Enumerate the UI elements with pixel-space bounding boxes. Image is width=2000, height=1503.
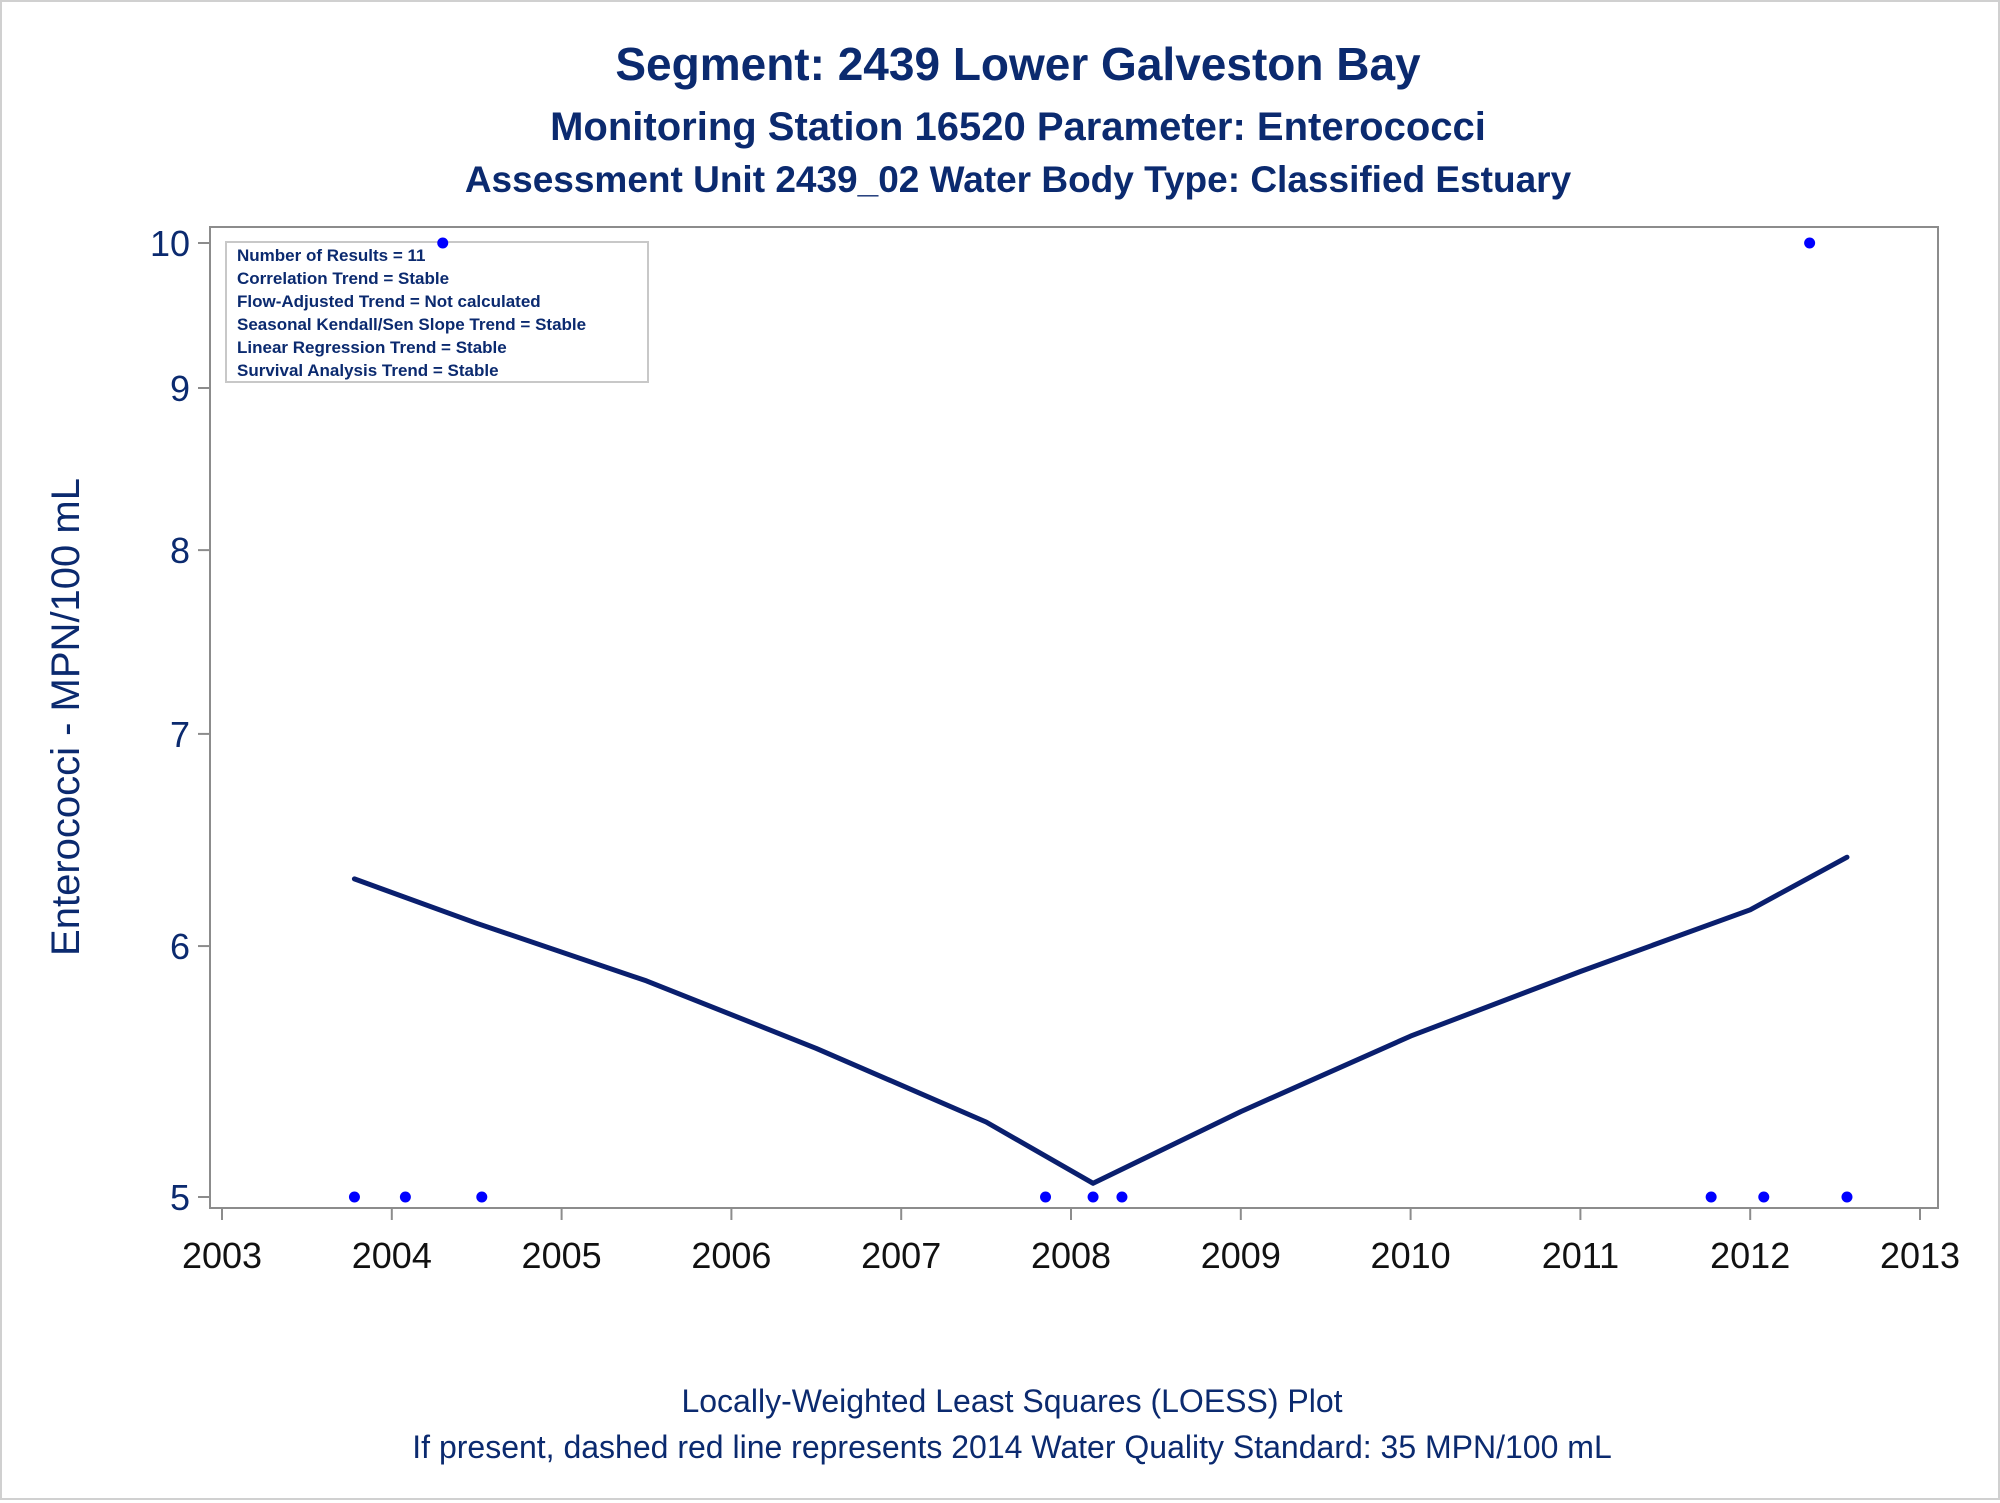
chart-title: Segment: 2439 Lower Galveston Bay	[615, 38, 1421, 90]
stats-line-survival: Survival Analysis Trend = Stable	[237, 361, 499, 380]
x-tick-label: 2009	[1201, 1235, 1281, 1276]
stats-line-correlation: Correlation Trend = Stable	[237, 269, 449, 288]
data-point	[348, 1191, 360, 1203]
stats-legend-box: Number of Results = 11 Correlation Trend…	[225, 241, 649, 383]
stats-line-linear-regression: Linear Regression Trend = Stable	[237, 338, 507, 357]
stats-line-seasonal-kendall: Seasonal Kendall/Sen Slope Trend = Stabl…	[237, 315, 586, 334]
x-tick-label: 2011	[1542, 1235, 1619, 1276]
stats-line-flow-adjusted: Flow-Adjusted Trend = Not calculated	[237, 292, 541, 311]
y-tick-label: 8	[170, 530, 190, 571]
x-tick-label: 2010	[1371, 1235, 1451, 1276]
data-point	[1040, 1191, 1052, 1203]
x-tick-label: 2006	[691, 1235, 771, 1276]
x-tick-label: 2003	[182, 1235, 262, 1276]
footnote: Locally-Weighted Least Squares (LOESS) P…	[681, 1383, 1342, 1419]
x-axis: 2003 2004 2005 2006 2007 2008 2009 2010 2011 2012…	[182, 1208, 1960, 1276]
data-point	[476, 1191, 488, 1203]
data-point	[437, 237, 449, 249]
data-point	[399, 1191, 411, 1203]
data-point	[1841, 1191, 1853, 1203]
x-tick-label: 2004	[352, 1235, 432, 1276]
data-point	[1705, 1191, 1717, 1203]
footnote-2: If present, dashed red line represents 2…	[412, 1429, 1611, 1465]
x-tick-label: 2008	[1031, 1235, 1111, 1276]
y-tick-label: 6	[170, 926, 190, 967]
data-point	[1087, 1191, 1099, 1203]
chart-subtitle-2: Assessment Unit 2439_02 Water Body Type:…	[465, 159, 1572, 200]
x-tick-label: 2005	[522, 1235, 602, 1276]
data-point	[1758, 1191, 1770, 1203]
x-tick-label: 2007	[861, 1235, 941, 1276]
x-tick-label: 2013	[1880, 1235, 1960, 1276]
loess-curve	[351, 854, 1850, 1186]
y-tick-label: 5	[170, 1177, 190, 1218]
data-points	[348, 237, 1853, 1203]
y-axis-label: Enterococci - MPN/100 mL	[44, 478, 88, 956]
y-axis: 5 6 7 8 9 10	[150, 223, 210, 1218]
data-point	[1804, 237, 1816, 249]
y-tick-label: 7	[170, 714, 190, 755]
plot-area	[209, 226, 1939, 1209]
x-tick-label: 2012	[1710, 1235, 1790, 1276]
data-point	[1116, 1191, 1128, 1203]
chart-subtitle: Monitoring Station 16520 Parameter: Ente…	[550, 105, 1486, 149]
y-tick-label: 10	[150, 223, 190, 264]
y-tick-label: 9	[170, 368, 190, 409]
stats-line-results: Number of Results = 11	[237, 246, 425, 265]
